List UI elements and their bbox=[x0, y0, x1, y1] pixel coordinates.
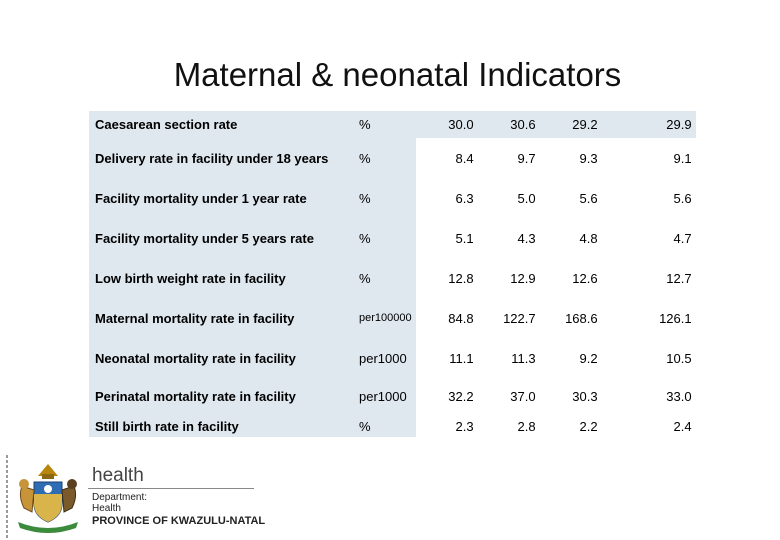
table-row: Maternal mortality rate in facility per1… bbox=[89, 298, 696, 338]
indicator-value: 6.3 bbox=[415, 178, 478, 218]
indicator-value: 12.6 bbox=[539, 258, 602, 298]
indicator-value: 126.1 bbox=[601, 298, 696, 338]
indicator-value: 2.4 bbox=[601, 415, 696, 437]
table-row: Still birth rate in facility % 2.3 2.8 2… bbox=[89, 415, 696, 437]
indicator-unit: % bbox=[353, 218, 416, 258]
indicator-value: 4.8 bbox=[539, 218, 602, 258]
indicators-table: Caesarean section rate % 30.0 30.6 29.2 … bbox=[89, 111, 696, 437]
indicator-value: 33.0 bbox=[601, 378, 696, 415]
indicator-value: 5.6 bbox=[539, 178, 602, 218]
indicator-value: 9.3 bbox=[539, 138, 602, 178]
footer-department-name: Health bbox=[92, 503, 121, 514]
slide-title: Maternal & neonatal Indicators bbox=[173, 56, 622, 93]
indicator-label: Facility mortality under 5 years rate bbox=[89, 218, 353, 258]
indicator-unit: per1000 bbox=[353, 338, 416, 378]
indicator-label: Delivery rate in facility under 18 years bbox=[89, 138, 353, 178]
indicator-label: Still birth rate in facility bbox=[89, 415, 353, 437]
table-row: Caesarean section rate % 30.0 30.6 29.2 … bbox=[89, 111, 696, 138]
indicator-label: Caesarean section rate bbox=[89, 111, 353, 138]
indicator-value: 12.9 bbox=[477, 258, 540, 298]
indicator-value: 4.3 bbox=[477, 218, 540, 258]
indicator-value: 9.7 bbox=[477, 138, 540, 178]
indicator-unit: % bbox=[353, 178, 416, 218]
indicator-unit: % bbox=[353, 138, 416, 178]
indicator-value: 30.6 bbox=[477, 111, 540, 138]
indicator-value: 2.8 bbox=[477, 415, 540, 437]
indicator-unit: % bbox=[353, 111, 416, 138]
indicator-value: 122.7 bbox=[477, 298, 540, 338]
indicator-label: Maternal mortality rate in facility bbox=[89, 298, 353, 338]
footer-divider bbox=[6, 455, 8, 540]
indicator-value: 10.5 bbox=[601, 338, 696, 378]
indicator-value: 168.6 bbox=[539, 298, 602, 338]
indicator-value: 5.1 bbox=[415, 218, 478, 258]
indicator-value: 37.0 bbox=[477, 378, 540, 415]
table-row: Low birth weight rate in facility % 12.8… bbox=[89, 258, 696, 298]
indicator-value: 5.6 bbox=[601, 178, 696, 218]
footer-health-text: health bbox=[92, 465, 144, 486]
indicator-unit: % bbox=[353, 258, 416, 298]
indicator-value: 12.8 bbox=[415, 258, 478, 298]
indicator-value: 30.0 bbox=[415, 111, 478, 138]
table-row: Neonatal mortality rate in facility per1… bbox=[89, 338, 696, 378]
indicator-label: Low birth weight rate in facility bbox=[89, 258, 353, 298]
indicator-value: 8.4 bbox=[415, 138, 478, 178]
footer-rule bbox=[88, 488, 254, 489]
indicator-label: Neonatal mortality rate in facility bbox=[89, 338, 353, 378]
indicator-value: 11.1 bbox=[415, 338, 478, 378]
table-row: Perinatal mortality rate in facility per… bbox=[89, 378, 696, 415]
indicator-value: 4.7 bbox=[601, 218, 696, 258]
indicator-value: 2.2 bbox=[539, 415, 602, 437]
indicator-unit: % bbox=[353, 415, 416, 437]
indicator-value: 30.3 bbox=[539, 378, 602, 415]
footer-department: Department: Health bbox=[92, 492, 147, 514]
indicator-label: Perinatal mortality rate in facility bbox=[89, 378, 353, 415]
indicator-value: 11.3 bbox=[477, 338, 540, 378]
coat-of-arms-icon bbox=[18, 464, 78, 533]
indicator-value: 9.1 bbox=[601, 138, 696, 178]
indicator-label: Facility mortality under 1 year rate bbox=[89, 178, 353, 218]
indicator-value: 29.2 bbox=[539, 111, 602, 138]
table-row: Delivery rate in facility under 18 years… bbox=[89, 138, 696, 178]
indicator-value: 84.8 bbox=[415, 298, 478, 338]
indicator-unit: per100000 bbox=[353, 298, 416, 338]
indicator-value: 2.3 bbox=[415, 415, 478, 437]
table-row: Facility mortality under 5 years rate % … bbox=[89, 218, 696, 258]
indicator-value: 32.2 bbox=[415, 378, 478, 415]
table-row: Facility mortality under 1 year rate % 6… bbox=[89, 178, 696, 218]
indicator-value: 9.2 bbox=[539, 338, 602, 378]
footer-province: PROVINCE OF KWAZULU-NATAL bbox=[92, 515, 266, 527]
indicator-unit: per1000 bbox=[353, 378, 416, 415]
footer-department-label: Department: bbox=[92, 492, 148, 503]
indicator-value: 29.9 bbox=[601, 111, 696, 138]
indicator-value: 12.7 bbox=[601, 258, 696, 298]
indicator-value: 5.0 bbox=[477, 178, 540, 218]
